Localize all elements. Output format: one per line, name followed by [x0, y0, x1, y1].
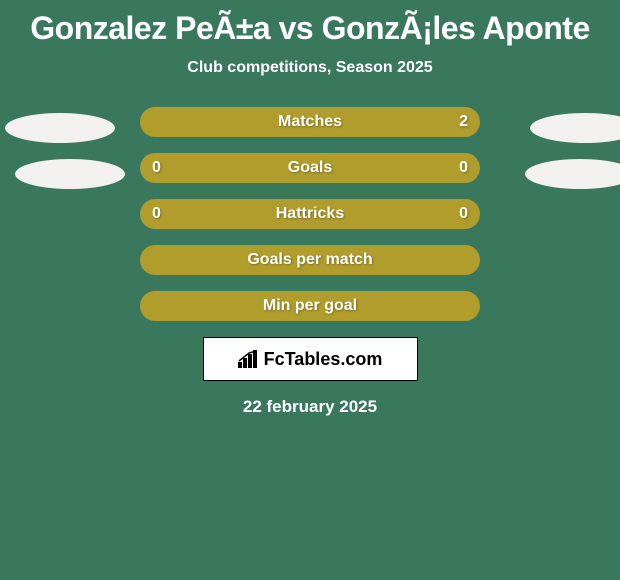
stat-bar-goals: 0 Goals 0 — [140, 153, 480, 183]
stat-bar-hattricks: 0 Hattricks 0 — [140, 199, 480, 229]
stat-label: Hattricks — [276, 205, 344, 223]
stat-value-right: 2 — [459, 113, 468, 131]
page-title: Gonzalez PeÃ±a vs GonzÃ¡les Aponte — [0, 0, 620, 47]
stat-label: Min per goal — [263, 297, 357, 315]
comparison-area: Matches 2 0 Goals 0 0 Hattricks 0 Goals … — [0, 107, 620, 417]
stat-bar-matches: Matches 2 — [140, 107, 480, 137]
stat-value-right: 0 — [459, 159, 468, 177]
logo-box: FcTables.com — [203, 337, 418, 381]
stat-value-right: 0 — [459, 205, 468, 223]
stat-value-left: 0 — [152, 205, 161, 223]
player-right-ellipse-2 — [525, 159, 620, 189]
logo-label: FcTables.com — [264, 349, 383, 370]
stat-label: Goals per match — [247, 251, 372, 269]
stat-bar-min-per-goal: Min per goal — [140, 291, 480, 321]
stat-label: Matches — [278, 113, 342, 131]
chart-icon — [238, 350, 260, 368]
stat-value-left: 0 — [152, 159, 161, 177]
player-right-ellipse-1 — [530, 113, 620, 143]
player-left-ellipse-1 — [5, 113, 115, 143]
logo-text: FcTables.com — [238, 349, 383, 370]
stat-bars: Matches 2 0 Goals 0 0 Hattricks 0 Goals … — [140, 107, 480, 321]
stat-label: Goals — [288, 159, 332, 177]
player-left-ellipse-2 — [15, 159, 125, 189]
date-text: 22 february 2025 — [0, 397, 620, 417]
stat-bar-goals-per-match: Goals per match — [140, 245, 480, 275]
page-subtitle: Club competitions, Season 2025 — [0, 59, 620, 77]
